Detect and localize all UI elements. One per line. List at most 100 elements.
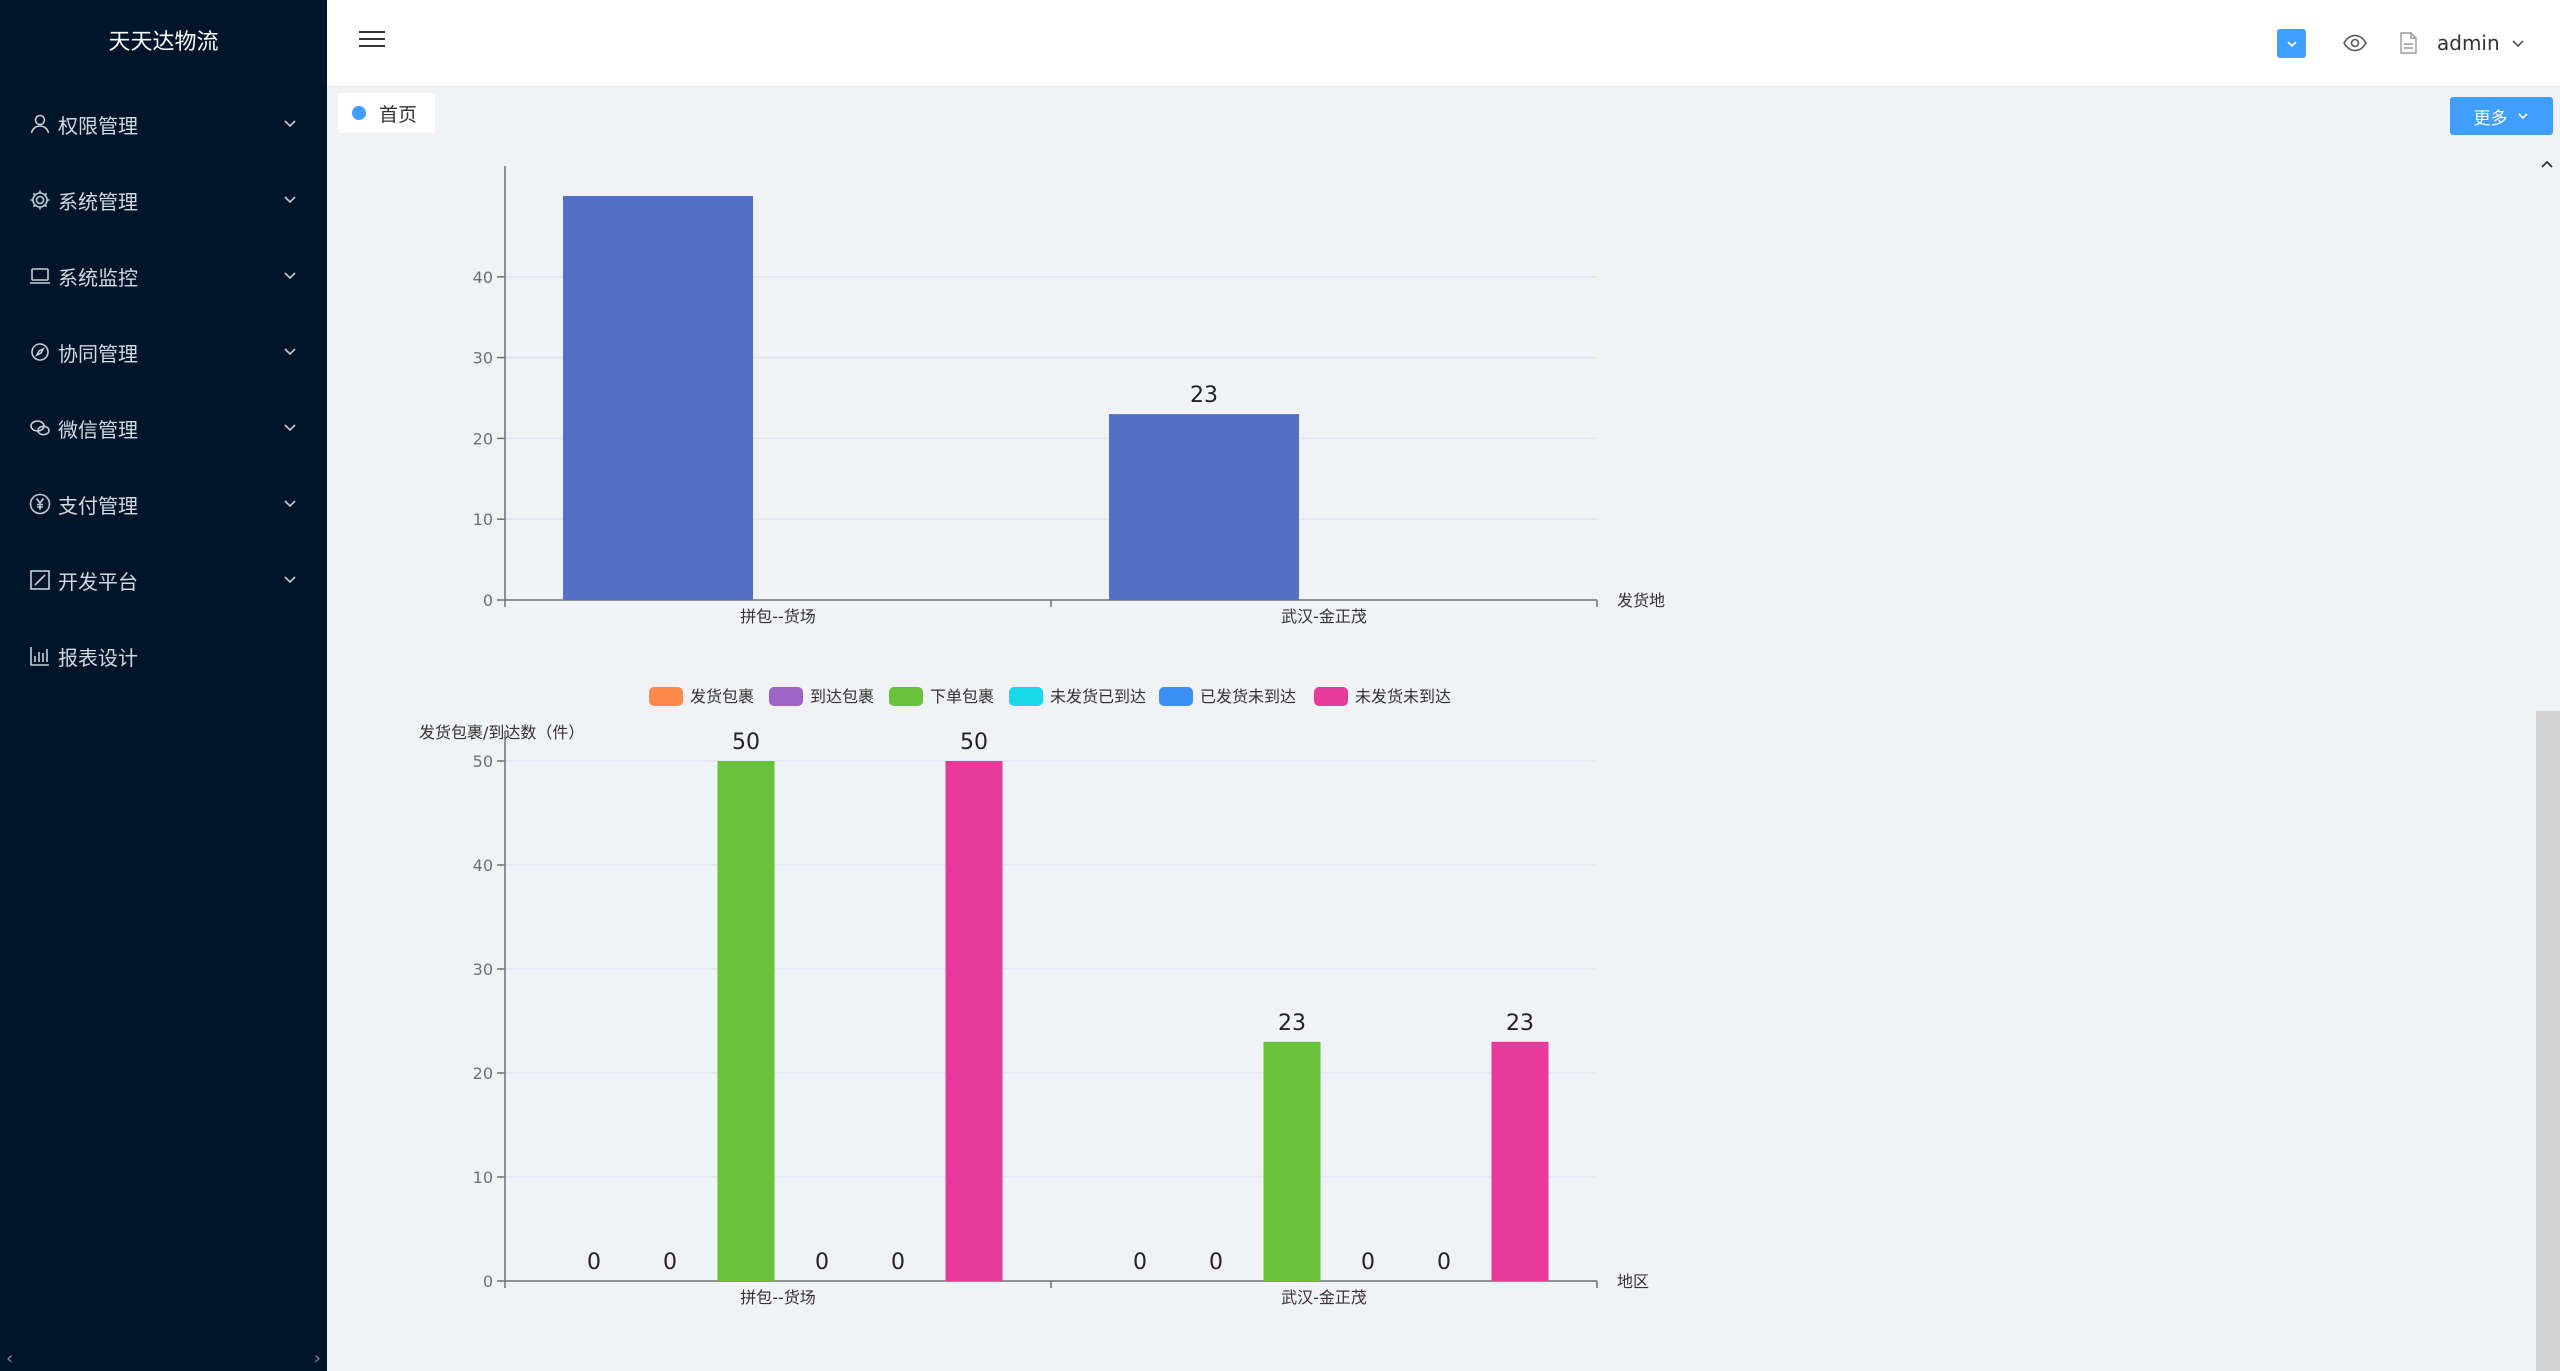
data-label: 0 <box>1437 1250 1451 1275</box>
data-label: 0 <box>815 1250 829 1275</box>
bar <box>1263 1041 1321 1281</box>
chart-parcel-status: 发货包裹 到达包裹 下单包裹 未发货已到达 已发货未到达 未发货未到达发货包裹/到达数（件… <box>419 687 1649 1307</box>
bar <box>1109 414 1299 600</box>
data-label: 0 <box>663 1250 677 1275</box>
data-label: 0 <box>891 1250 905 1275</box>
main-content: 0 10 20 30 40 拼包--货场 武汉-金正茂 发货地 23 发货包裹 到达包裹 下单包裹未… <box>327 140 2560 1371</box>
data-label: 0 <box>1209 1250 1223 1275</box>
legend-swatch <box>649 687 683 706</box>
y-tick-label: 40 <box>473 268 493 287</box>
data-label: 0 <box>1361 1250 1375 1275</box>
bar <box>945 761 1003 1281</box>
sidebar-item-payment[interactable]: 支付管理 <box>0 466 327 542</box>
x-tick-label: 拼包--货场 <box>740 1288 816 1307</box>
y-tick-label: 0 <box>483 591 493 610</box>
data-label: 0 <box>587 1250 601 1275</box>
sidebar-item-permissions[interactable]: 权限管理 <box>0 86 327 162</box>
sidebar: 天天达物流 权限管理 系统管理 系统监控 协同管理 微信管理 <box>0 0 327 1371</box>
tab-home[interactable]: 首页 <box>338 93 436 133</box>
y-tick-label: 30 <box>473 960 493 979</box>
edit-icon <box>26 566 54 594</box>
sidebar-item-label: 微信管理 <box>58 417 138 442</box>
y-tick-label: 10 <box>473 1168 493 1187</box>
scroll-left-icon[interactable]: ‹ <box>6 1347 14 1369</box>
charts-canvas: 010203040拼包--货场 武汉-金正茂发货地23 发货包裹 到达包裹 下单包裹未… <box>419 166 1665 1307</box>
sidebar-item-system[interactable]: 系统管理 <box>0 162 327 238</box>
active-tab-dot-icon <box>352 106 366 120</box>
more-button[interactable]: 更多 <box>2450 97 2553 135</box>
scroll-top-icon[interactable] <box>2538 156 2556 174</box>
app-title: 天天达物流 <box>108 30 219 55</box>
tab-bar: 首页 更多 <box>327 88 2560 140</box>
chart-shipping-origin: 0 10 20 30 40 拼包--货场 武汉-金正茂 发货地 23 <box>473 166 1665 626</box>
vertical-scrollbar-thumb[interactable] <box>2536 711 2560 1371</box>
user-menu[interactable]: admin <box>2437 29 2526 57</box>
bar <box>717 761 775 1281</box>
chevron-down-icon <box>284 120 296 128</box>
sidebar-item-devplatform[interactable]: 开发平台 <box>0 542 327 618</box>
legend-swatch <box>769 687 803 706</box>
legend-label: 到达包裹 <box>810 687 874 706</box>
data-label: 23 <box>1506 1011 1534 1036</box>
chevron-down-icon <box>284 196 296 204</box>
sidebar-item-label: 权限管理 <box>58 113 138 138</box>
bar-chart-icon <box>26 642 54 670</box>
y-tick-label: 20 <box>473 429 493 448</box>
sidebar-item-wechat[interactable]: 微信管理 <box>0 390 327 466</box>
chevron-down-icon <box>284 348 296 356</box>
chevron-down-icon <box>284 272 296 280</box>
x-axis-title: 地区 <box>1617 1272 1649 1291</box>
legend-swatch <box>1009 687 1043 706</box>
dropdown-badge-icon[interactable] <box>2277 29 2306 58</box>
x-tick-label: 武汉-金正茂 <box>1281 607 1367 626</box>
legend-label: 已发货未到达 <box>1200 687 1296 706</box>
legend-label: 发货包裹 <box>690 687 754 706</box>
y-tick-label: 10 <box>473 510 493 529</box>
chevron-down-icon <box>2512 40 2524 48</box>
sidebar-item-monitor[interactable]: 系统监控 <box>0 238 327 314</box>
x-tick-label: 武汉-金正茂 <box>1281 1288 1367 1307</box>
legend-swatch <box>1314 687 1348 706</box>
y-tick-label: 50 <box>473 752 493 771</box>
chevron-down-icon <box>284 424 296 432</box>
data-label: 0 <box>1133 1250 1147 1275</box>
bar <box>1491 1041 1549 1281</box>
chevron-down-icon <box>284 500 296 508</box>
sidebar-item-label: 支付管理 <box>58 493 138 518</box>
x-tick-label: 拼包--货场 <box>740 607 816 626</box>
menu-toggle-icon[interactable] <box>359 26 389 56</box>
sidebar-item-label: 系统管理 <box>58 189 138 214</box>
legend-label: 未发货未到达 <box>1355 687 1451 706</box>
x-axis-title: 发货地 <box>1617 591 1665 610</box>
chevron-down-icon <box>284 576 296 584</box>
compass-icon <box>26 338 54 366</box>
y-axis-title: 发货包裹/到达数（件） <box>419 723 584 742</box>
y-tick-label: 20 <box>473 1064 493 1083</box>
data-label: 23 <box>1278 1011 1306 1036</box>
legend-label: 下单包裹 <box>930 687 994 706</box>
data-label: 50 <box>732 730 760 755</box>
eye-icon[interactable] <box>2341 29 2369 57</box>
yuan-icon <box>26 490 54 518</box>
tab-label: 首页 <box>379 103 418 126</box>
scroll-right-icon[interactable]: › <box>313 1347 321 1369</box>
sidebar-item-label: 协同管理 <box>58 341 138 366</box>
legend-swatch <box>889 687 923 706</box>
document-icon[interactable] <box>2394 29 2422 57</box>
sidebar-item-collab[interactable]: 协同管理 <box>0 314 327 390</box>
sidebar-item-label: 开发平台 <box>58 569 138 594</box>
y-tick-label: 40 <box>473 856 493 875</box>
more-label: 更多 <box>2473 108 2508 129</box>
legend-label: 未发货已到达 <box>1050 687 1146 706</box>
sidebar-horizontal-scrollbar[interactable]: ‹ › <box>0 1345 327 1371</box>
sidebar-item-label: 系统监控 <box>58 265 138 290</box>
bar <box>563 196 753 600</box>
monitor-icon <box>26 262 54 290</box>
top-header: admin <box>327 0 2560 87</box>
sidebar-item-report[interactable]: 报表设计 <box>0 618 327 694</box>
sidebar-item-label: 报表设计 <box>58 645 138 670</box>
username: admin <box>2437 31 2500 55</box>
y-tick-label: 30 <box>473 349 493 368</box>
user-icon <box>26 110 54 138</box>
data-label: 50 <box>960 730 988 755</box>
